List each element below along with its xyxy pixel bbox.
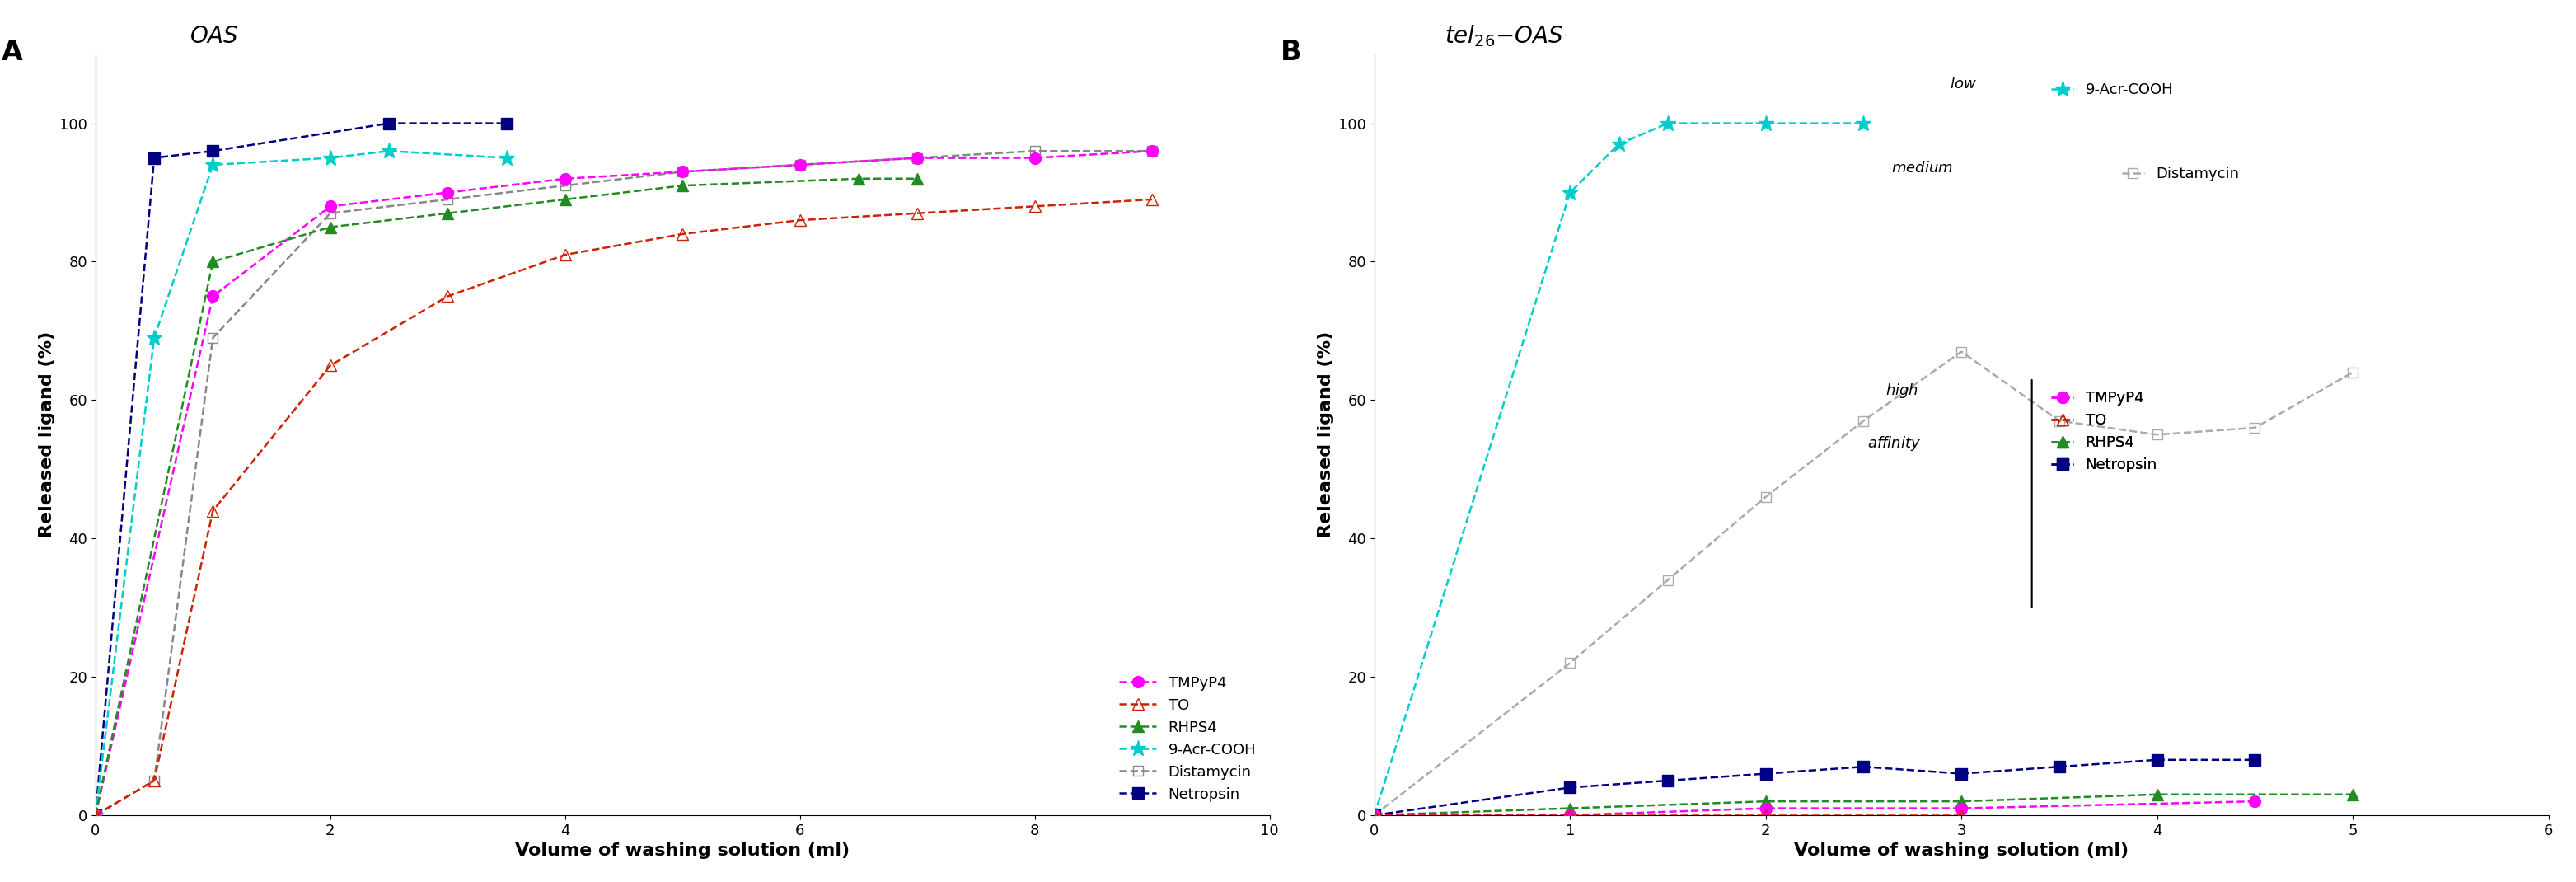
X-axis label: Volume of washing solution (ml): Volume of washing solution (ml) <box>515 842 850 859</box>
Text: $\it{low}$: $\it{low}$ <box>1950 77 1976 92</box>
X-axis label: Volume of washing solution (ml): Volume of washing solution (ml) <box>1793 842 2128 859</box>
Legend: TMPyP4, TO, RHPS4, Netropsin: TMPyP4, TO, RHPS4, Netropsin <box>2045 385 2164 479</box>
Text: $\it{tel}_{26}$$\it{-OAS}$: $\it{tel}_{26}$$\it{-OAS}$ <box>1445 23 1564 49</box>
Legend: TMPyP4, TO, RHPS4, 9-Acr-COOH, Distamycin, Netropsin: TMPyP4, TO, RHPS4, 9-Acr-COOH, Distamyci… <box>1113 669 1262 808</box>
Text: $\it{high}$: $\it{high}$ <box>1886 381 1919 400</box>
Y-axis label: Released ligand (%): Released ligand (%) <box>39 332 54 538</box>
Text: A: A <box>3 39 23 66</box>
Text: B: B <box>1280 39 1301 66</box>
Text: $\it{medium}$: $\it{medium}$ <box>1891 161 1953 176</box>
Y-axis label: Released ligand (%): Released ligand (%) <box>1316 332 1334 538</box>
Text: $\it{OAS}$: $\it{OAS}$ <box>191 25 240 48</box>
Text: $\it{affinity}$: $\it{affinity}$ <box>1868 435 1922 452</box>
